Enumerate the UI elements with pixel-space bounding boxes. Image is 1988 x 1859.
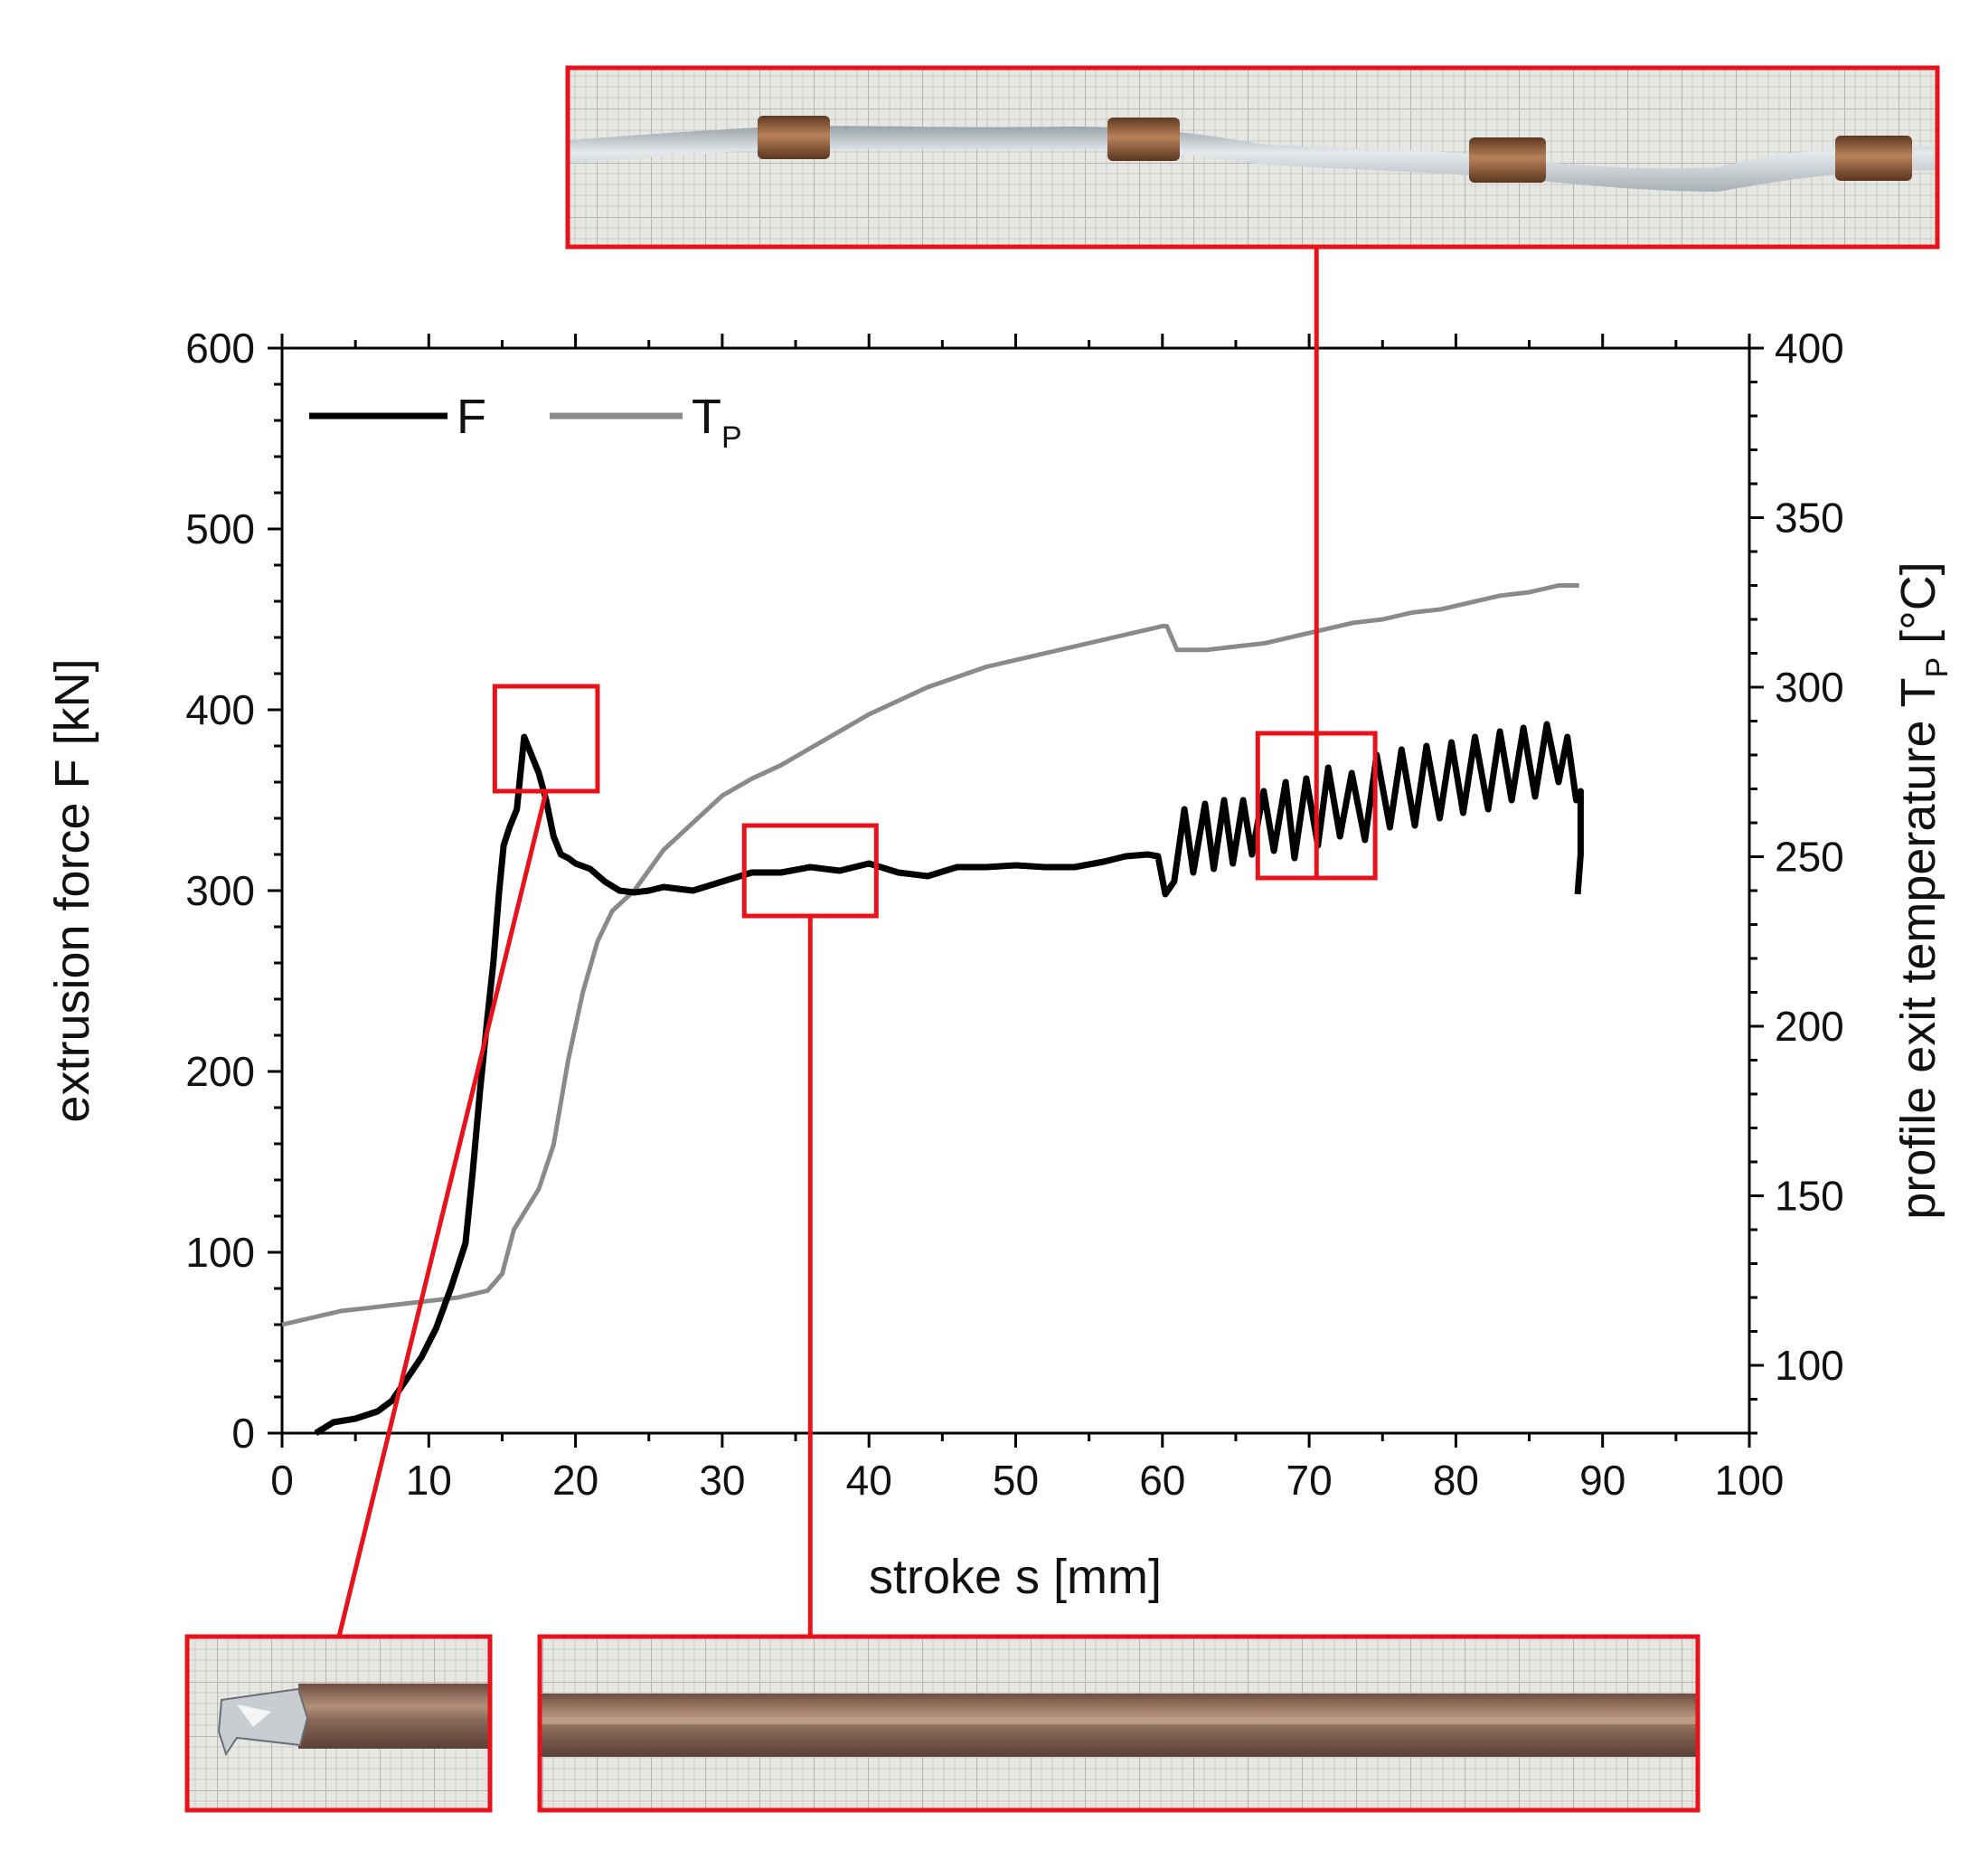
y2-tick-label: 350 <box>1775 495 1844 542</box>
x-axis-title: stroke s [mm] <box>869 1550 1162 1604</box>
x-tick-label: 20 <box>552 1457 598 1504</box>
y2-tick-label: 300 <box>1775 664 1844 711</box>
series-layer <box>281 583 1584 1436</box>
y2-tick-label: 150 <box>1775 1173 1844 1220</box>
y-tick-label: 300 <box>185 867 255 914</box>
y-tick-labels: 0 100 200 300 400 500 600 <box>185 325 255 1457</box>
photo-bottom-right <box>537 1634 1701 1813</box>
axis-ticks <box>268 334 1764 1448</box>
x-tick-label: 60 <box>1139 1457 1185 1504</box>
legend: F TP <box>309 390 742 455</box>
x-tick-label: 50 <box>993 1457 1039 1504</box>
y2-tick-label: 400 <box>1775 325 1844 372</box>
photo-top <box>565 65 1940 250</box>
x-tick-label: 90 <box>1579 1457 1625 1504</box>
y2-axis-title: profile exit temperature TP [°C] <box>1891 561 1955 1220</box>
connector-1 <box>336 790 549 1637</box>
y2-tick-label: 100 <box>1775 1342 1844 1389</box>
x-tick-label: 10 <box>406 1457 452 1504</box>
y-tick-label: 0 <box>231 1410 255 1457</box>
y2-tick-label: 250 <box>1775 834 1844 881</box>
x-tick-labels: 0 10 20 30 40 50 60 70 80 90 100 <box>270 1457 1784 1504</box>
x-tick-label: 100 <box>1715 1457 1785 1504</box>
x-tick-label: 30 <box>699 1457 745 1504</box>
x-tick-label: 80 <box>1433 1457 1479 1504</box>
y-tick-label: 400 <box>185 686 255 733</box>
x-tick-label: 70 <box>1286 1457 1333 1504</box>
photo-bottom-left <box>184 1634 493 1813</box>
y-tick-label: 200 <box>185 1048 255 1095</box>
x-tick-label: 0 <box>270 1457 294 1504</box>
plot-frame <box>280 346 1751 1435</box>
highlight-layer <box>336 247 1378 1637</box>
series-temperature-line <box>281 583 1579 1327</box>
x-tick-label: 40 <box>846 1457 892 1504</box>
y2-tick-labels: 100 150 200 250 300 350 400 <box>1775 325 1844 1389</box>
y-tick-label: 100 <box>185 1229 255 1276</box>
series-force-line <box>314 721 1584 1436</box>
legend-temp-label: TP <box>692 390 742 455</box>
y2-tick-label: 200 <box>1775 1003 1844 1050</box>
y-tick-label: 600 <box>185 325 255 372</box>
y-axis-title: extrusion force F [kN] <box>45 658 99 1122</box>
y-tick-label: 500 <box>185 505 255 552</box>
legend-force-label: F <box>457 390 486 444</box>
